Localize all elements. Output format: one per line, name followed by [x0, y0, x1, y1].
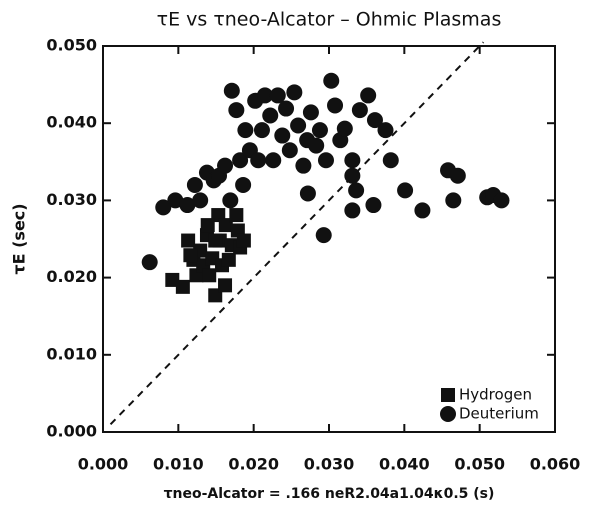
- square-marker: [221, 252, 236, 267]
- circle-marker: [286, 84, 303, 101]
- circle-marker: [382, 152, 399, 169]
- legend-label: Hydrogen: [459, 386, 532, 404]
- square-marker: [208, 233, 223, 248]
- circle-marker: [397, 182, 414, 199]
- circle-marker: [351, 102, 368, 119]
- circle-marker: [445, 192, 462, 209]
- circle-marker: [365, 197, 382, 214]
- y-axis-label: τE (sec): [10, 203, 29, 274]
- square-marker: [165, 272, 180, 287]
- circle-marker: [323, 72, 340, 89]
- circle-marker: [295, 157, 312, 174]
- circle-marker: [344, 167, 361, 184]
- circle-marker: [274, 127, 291, 144]
- reference-line: [109, 41, 485, 425]
- circle-marker: [348, 182, 365, 199]
- square-marker: [218, 278, 233, 293]
- square-marker: [200, 218, 215, 233]
- y-tick-label: 0.030: [46, 190, 97, 209]
- circle-marker: [344, 152, 361, 169]
- x-tick-label: 0.010: [153, 455, 204, 474]
- circle-marker: [222, 192, 239, 209]
- circle-marker: [217, 157, 234, 174]
- circle-marker: [235, 176, 252, 193]
- circle-marker: [493, 192, 510, 209]
- square-marker: [229, 208, 244, 223]
- y-tick-label: 0.040: [46, 113, 97, 132]
- circle-marker: [228, 102, 245, 119]
- circle-marker: [299, 185, 316, 202]
- circle-marker: [311, 122, 328, 139]
- circle-marker: [315, 227, 332, 244]
- y-tick-label: 0.020: [46, 267, 97, 286]
- circle-marker: [344, 202, 361, 219]
- circle-marker: [232, 152, 249, 169]
- legend-label: Deuterium: [459, 405, 539, 423]
- square-marker: [236, 233, 251, 248]
- x-tick-label: 0.030: [304, 455, 355, 474]
- legend-marker: [440, 406, 456, 422]
- square-marker: [175, 279, 190, 294]
- circle-marker: [317, 152, 334, 169]
- circle-marker: [327, 97, 344, 114]
- x-tick-label: 0.020: [228, 455, 279, 474]
- circle-marker: [449, 167, 466, 184]
- x-tick-label: 0.040: [379, 455, 430, 474]
- circle-marker: [250, 152, 267, 169]
- square-marker: [183, 248, 198, 263]
- circle-marker: [192, 192, 209, 209]
- circle-marker: [366, 112, 383, 129]
- circle-marker: [141, 254, 158, 271]
- circle-marker: [302, 104, 319, 121]
- circle-marker: [265, 152, 282, 169]
- circle-marker: [281, 142, 298, 159]
- circle-marker: [179, 197, 196, 214]
- y-tick-label: 0.000: [46, 422, 97, 441]
- circle-marker: [360, 87, 377, 104]
- chart-title: τE vs τneo-Alcator – Ohmic Plasmas: [157, 9, 502, 31]
- circle-marker: [256, 87, 273, 104]
- x-tick-label: 0.050: [454, 455, 505, 474]
- circle-marker: [186, 176, 203, 193]
- circle-marker: [253, 122, 270, 139]
- circle-marker: [237, 122, 254, 139]
- square-marker: [181, 233, 196, 248]
- square-marker: [218, 218, 233, 233]
- circle-marker: [167, 192, 184, 209]
- circle-marker: [308, 137, 325, 154]
- x-tick-label: 0.060: [530, 455, 581, 474]
- circle-marker: [269, 87, 286, 104]
- y-tick-label: 0.050: [46, 36, 97, 55]
- y-tick-label: 0.010: [46, 344, 97, 363]
- legend-marker: [441, 388, 455, 402]
- x-axis-label: τneo-Alcator = .166 neR2.04a1.04κ0.5 (s): [164, 486, 495, 502]
- circle-marker: [290, 117, 307, 134]
- circle-marker: [414, 202, 431, 219]
- circle-marker: [377, 122, 394, 139]
- circle-marker: [278, 100, 295, 117]
- square-marker: [202, 268, 217, 283]
- circle-marker: [336, 120, 353, 137]
- circle-marker: [223, 82, 240, 99]
- x-tick-label: 0.000: [78, 455, 129, 474]
- circle-marker: [155, 199, 172, 216]
- circle-marker: [262, 107, 279, 124]
